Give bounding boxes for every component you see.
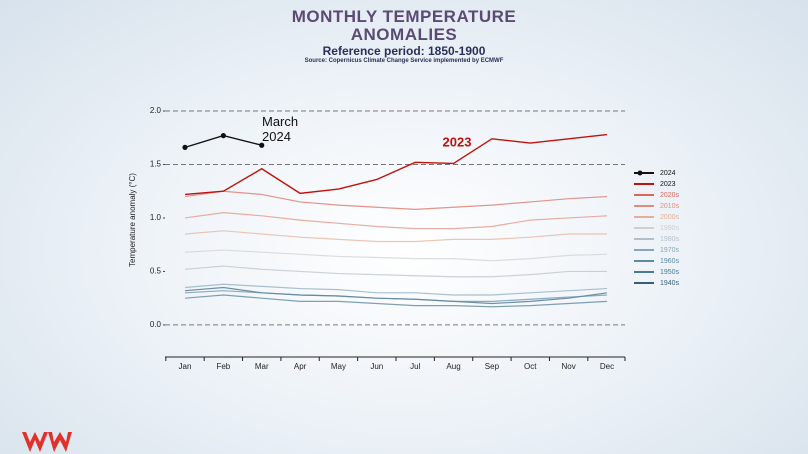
legend-label: 1960s bbox=[660, 258, 680, 265]
y-tick-label: 1.0 bbox=[150, 213, 162, 222]
legend-swatch bbox=[637, 170, 643, 176]
series-line bbox=[184, 290, 608, 302]
series-line bbox=[184, 230, 607, 243]
point bbox=[259, 142, 265, 148]
point bbox=[182, 144, 188, 150]
x-tick-label: Sep bbox=[485, 362, 500, 371]
x-tick-label: Jun bbox=[370, 362, 383, 371]
series-line bbox=[184, 133, 608, 196]
x-tick-label: Apr bbox=[294, 362, 307, 371]
legend-label: 2010s bbox=[660, 203, 680, 210]
annotation: March 2024 bbox=[262, 114, 299, 144]
x-tick-label: Aug bbox=[446, 362, 460, 371]
legend-label: 2024 bbox=[660, 170, 676, 177]
x-tick-label: Mar bbox=[255, 362, 269, 371]
logo bbox=[22, 432, 48, 452]
series-line bbox=[184, 265, 607, 278]
x-tick-label: Nov bbox=[562, 362, 576, 371]
series-line bbox=[184, 283, 608, 296]
x-tick-label: Jul bbox=[410, 362, 420, 371]
legend-label: 2000s bbox=[660, 214, 680, 221]
y-axis-label: Temperature anomaly (°C) bbox=[128, 173, 137, 267]
x-tick-label: Oct bbox=[524, 362, 537, 371]
chart-subtitle: Reference period: 1850-1900 bbox=[322, 44, 486, 58]
series-line bbox=[184, 212, 608, 230]
x-tick-label: Feb bbox=[216, 362, 230, 371]
legend-label: 1980s bbox=[660, 236, 680, 243]
series-line bbox=[184, 294, 608, 308]
y-tick-label: 0.5 bbox=[150, 267, 162, 276]
legend-label: 2020s bbox=[660, 192, 680, 199]
series-line bbox=[184, 286, 608, 305]
chart-source: Source: Copernicus Climate Change Servic… bbox=[304, 58, 504, 64]
legend-label: 1950s bbox=[660, 269, 680, 276]
x-tick-label: Dec bbox=[600, 362, 614, 371]
series-line bbox=[184, 190, 608, 211]
logo bbox=[48, 432, 72, 452]
legend-label: 1970s bbox=[660, 247, 680, 254]
point bbox=[220, 133, 226, 139]
legend-label: 1940s bbox=[660, 280, 680, 287]
y-tick-label: 2.0 bbox=[150, 106, 162, 115]
y-tick-label: 1.5 bbox=[150, 160, 162, 169]
y-tick-label: 0.0 bbox=[150, 320, 162, 329]
series-line bbox=[184, 249, 608, 262]
x-tick-label: Jan bbox=[179, 362, 192, 371]
legend-label: 2023 bbox=[660, 181, 676, 188]
legend-label: 1990s bbox=[660, 225, 680, 232]
x-tick-label: May bbox=[331, 362, 346, 371]
chart-title: MONTHLY TEMPERATURE ANOMALIES bbox=[291, 7, 517, 44]
annotation: 2023 bbox=[443, 134, 472, 149]
